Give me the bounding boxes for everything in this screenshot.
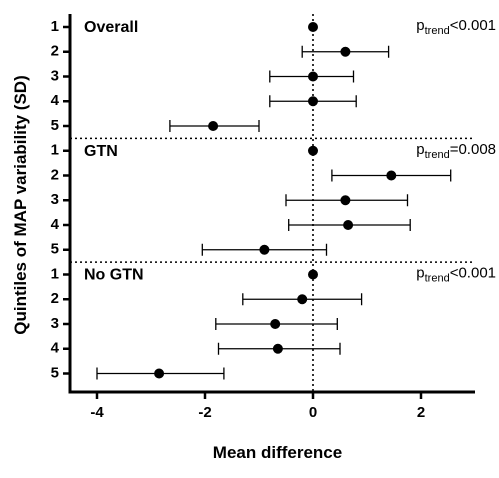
data-point: [208, 121, 219, 131]
panel-label: GTN: [84, 143, 118, 160]
data-point: [308, 96, 318, 107]
y-tick-label: 3: [51, 315, 59, 332]
x-tick-label: 2: [417, 404, 425, 421]
y-tick-label: 5: [51, 364, 59, 381]
y-tick-label: 4: [51, 92, 60, 109]
data-point: [272, 343, 283, 354]
y-tick-label: 3: [51, 191, 59, 208]
p-trend-value: <0.001: [450, 17, 496, 34]
y-tick-label: 4: [51, 340, 60, 357]
y-tick-label: 4: [51, 216, 60, 233]
data-point: [154, 368, 165, 379]
data-point: [343, 220, 354, 230]
p-trend-label: ptrend<0.001: [416, 17, 496, 37]
p-trend-subscript: trend: [425, 149, 450, 161]
y-tick-label: 3: [51, 67, 59, 84]
y-axis-title: Quintiles of MAP variability (SD): [11, 75, 30, 334]
data-point: [270, 319, 281, 329]
p-trend-subscript: trend: [425, 25, 450, 37]
y-tick-label: 5: [51, 117, 59, 134]
data-point: [340, 195, 351, 206]
y-tick-label: 2: [51, 166, 59, 183]
data-point: [308, 22, 318, 32]
p-trend-prefix: p: [416, 17, 424, 34]
p-trend-prefix: p: [416, 264, 424, 281]
data-point: [386, 170, 397, 181]
x-tick-label: 0: [309, 404, 317, 421]
y-tick-label: 1: [51, 265, 59, 282]
p-trend-value: =0.008: [450, 141, 496, 158]
p-trend-value: <0.001: [450, 264, 496, 281]
data-point: [340, 46, 351, 57]
p-trend-subscript: trend: [425, 272, 450, 284]
y-tick-label: 5: [51, 241, 59, 258]
y-tick-label: 2: [51, 43, 59, 60]
x-tick-label: -4: [90, 404, 104, 421]
data-point: [308, 71, 318, 82]
data-point: [297, 294, 308, 305]
panel-label: No GTN: [84, 267, 144, 284]
p-trend-label: ptrend=0.008: [416, 141, 496, 161]
panel-label: Overall: [84, 19, 138, 36]
y-tick-label: 2: [51, 290, 59, 307]
x-tick-label: -2: [198, 404, 211, 421]
p-trend-label: ptrend<0.001: [416, 264, 496, 284]
p-trend-prefix: p: [416, 141, 424, 158]
data-point: [259, 244, 270, 255]
y-tick-label: 1: [51, 142, 59, 159]
y-tick-label: 1: [51, 18, 59, 35]
x-axis-title: Mean difference: [213, 443, 342, 462]
